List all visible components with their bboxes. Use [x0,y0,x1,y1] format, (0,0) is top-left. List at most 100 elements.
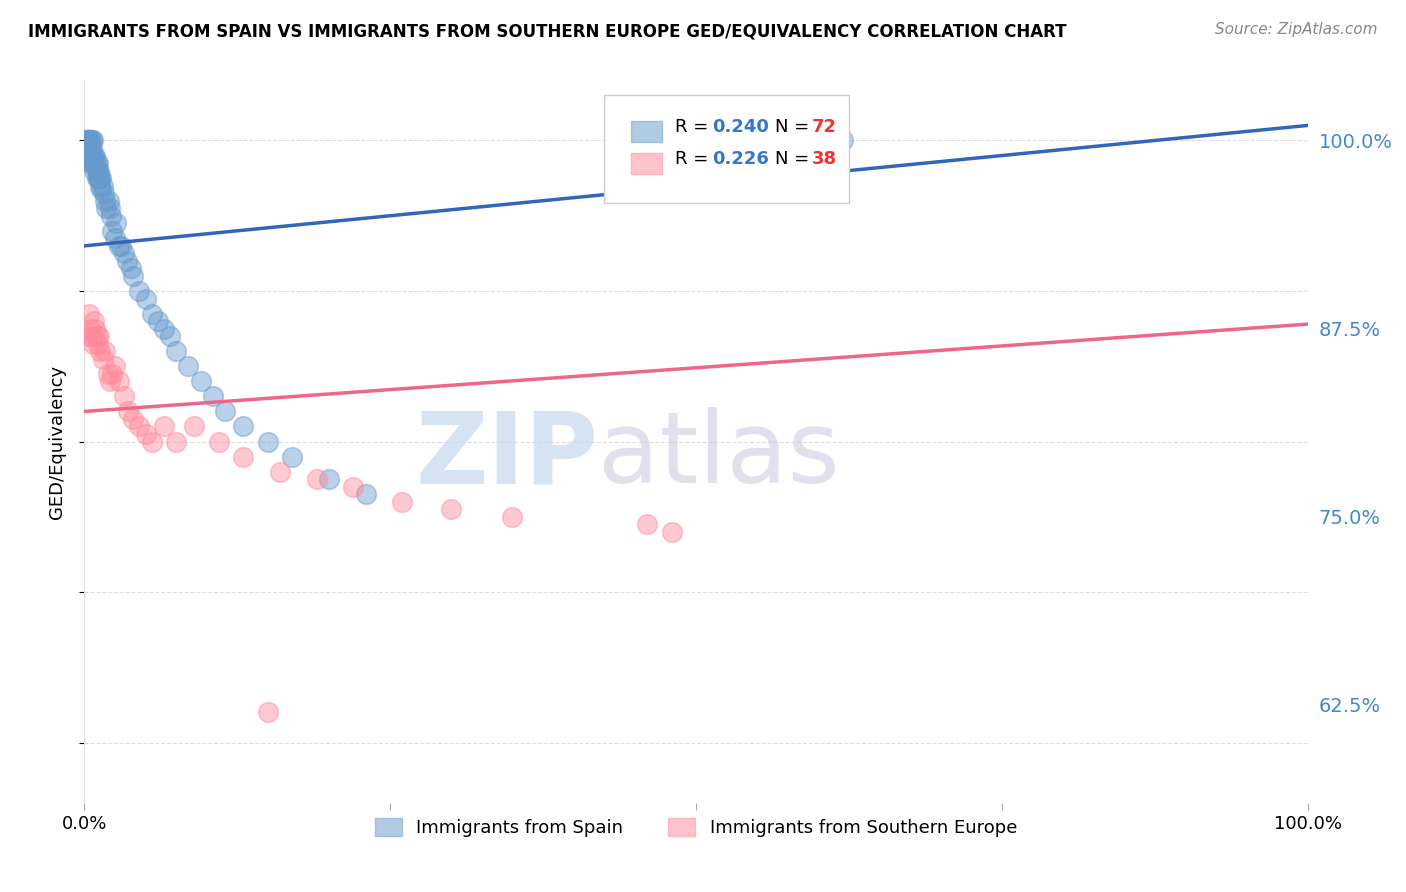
Point [305,472,328,486]
Point [354,487,377,501]
Point [77,134,100,148]
Point [79,141,101,155]
Point [318,472,340,486]
Text: Source: ZipAtlas.com: Source: ZipAtlas.com [1215,22,1378,37]
Point [107,375,129,389]
Text: R =: R = [675,150,714,168]
Point [165,344,187,359]
Point [208,434,231,449]
Text: N =: N = [776,118,815,136]
Point [83,148,105,162]
Point [80,329,103,343]
Point [257,434,280,449]
Point [76,134,98,148]
Point [269,465,291,479]
Point [141,434,163,449]
Point [84,148,107,162]
Point [112,246,135,260]
Point [79,134,101,148]
Point [86,171,108,186]
Point [105,216,128,230]
Point [86,156,108,170]
Point [831,134,853,148]
Point [232,419,254,434]
Point [80,141,103,155]
Point [89,178,111,193]
Legend: Immigrants from Spain, Immigrants from Southern Europe: Immigrants from Spain, Immigrants from S… [367,811,1025,845]
Point [97,194,120,208]
Point [79,321,101,335]
FancyBboxPatch shape [631,120,662,143]
Text: N =: N = [776,150,815,168]
Point [101,367,124,381]
Point [115,253,138,268]
Point [165,434,187,449]
Point [86,163,108,178]
Point [342,480,364,494]
Point [98,201,121,215]
Point [104,359,127,374]
Point [83,163,105,178]
Point [183,419,205,434]
Point [135,427,157,442]
Point [77,307,100,321]
Point [90,182,112,196]
Point [190,375,212,389]
Point [94,194,117,208]
Point [281,450,304,464]
Point [75,134,97,148]
Point [79,134,101,148]
Point [79,148,101,162]
Point [80,148,103,162]
Point [86,329,108,343]
Point [661,524,683,539]
Point [146,314,169,328]
Point [120,261,142,276]
Point [90,171,112,186]
Point [107,239,129,253]
Point [77,134,100,148]
Point [87,163,110,178]
Point [159,329,181,343]
Point [391,495,413,509]
Point [122,268,145,283]
Point [83,314,105,328]
Point [104,231,127,245]
Point [87,171,110,186]
Text: R =: R = [675,118,714,136]
Point [84,321,107,335]
Point [79,156,101,170]
Point [77,134,100,148]
Point [128,419,150,434]
Text: 38: 38 [813,150,838,168]
Point [257,706,280,720]
Point [87,329,110,343]
Y-axis label: GED/Equivalency: GED/Equivalency [48,365,66,518]
Point [214,404,236,418]
Point [177,359,200,374]
Point [91,351,114,366]
Point [83,156,105,170]
Point [91,178,114,193]
FancyBboxPatch shape [631,153,662,174]
Point [101,224,124,238]
Point [80,156,103,170]
Point [76,134,98,148]
FancyBboxPatch shape [605,95,849,203]
Point [141,307,163,321]
Point [77,134,100,148]
Text: 0.240: 0.240 [711,118,769,136]
Point [440,502,463,516]
Point [112,389,135,403]
Text: 72: 72 [813,118,837,136]
Point [82,148,104,162]
Point [117,404,139,418]
Point [82,134,104,148]
Point [98,375,121,389]
Point [82,156,104,170]
Point [77,134,100,148]
Point [93,186,115,201]
Point [135,292,157,306]
Point [84,156,107,170]
Point [77,329,100,343]
